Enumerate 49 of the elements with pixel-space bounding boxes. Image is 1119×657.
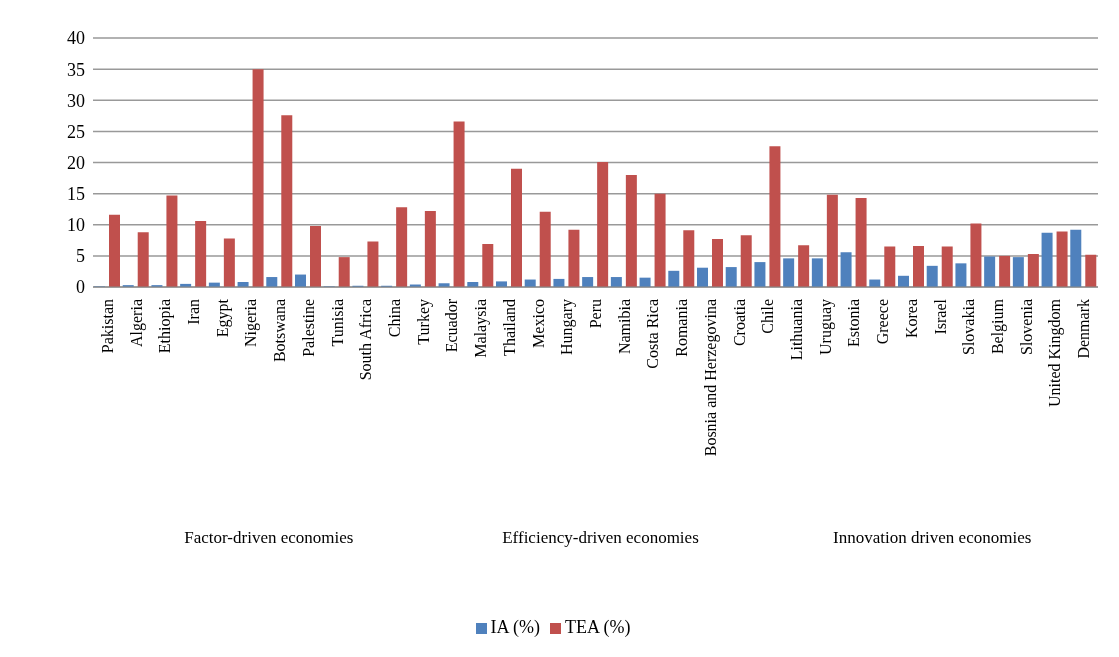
y-tick-label: 0 xyxy=(76,277,85,298)
x-tick-label: Slovenia xyxy=(1017,299,1035,355)
x-tick-label: Lithuania xyxy=(788,299,805,361)
y-tick-label: 35 xyxy=(67,59,85,80)
legend-label: IA (%) xyxy=(490,617,540,637)
x-tick-label: Tunisia xyxy=(328,299,346,347)
x-tick-label: Pakistan xyxy=(98,299,116,354)
x-tick-label: Belgium xyxy=(989,298,1007,355)
y-tick-label: 40 xyxy=(67,28,85,49)
y-tick-label: 5 xyxy=(76,246,85,267)
x-tick-label: China xyxy=(386,299,403,338)
x-tick-label: Greece xyxy=(874,299,892,345)
x-tick-label: Romania xyxy=(673,299,691,357)
y-tick-label: 25 xyxy=(67,121,85,142)
x-tick-label: Palestine xyxy=(299,299,317,357)
x-tick-label: Hungary xyxy=(558,299,577,355)
x-tick-label: Thailand xyxy=(500,299,518,356)
text: Factor-driven economies xyxy=(183,528,355,548)
y-tick-label: 20 xyxy=(67,152,85,173)
x-tick-label: Botswana xyxy=(271,299,289,363)
x-tick-label: Estonia xyxy=(845,299,863,347)
x-tick-label: Egypt xyxy=(213,298,232,338)
x-tick-label: Bosnia and Herzegovina xyxy=(701,299,720,457)
y-tick-label: 30 xyxy=(67,90,85,111)
x-tick-label: Slovakia xyxy=(960,299,978,355)
x-tick-label: Malaysia xyxy=(472,299,491,358)
x-tick-label: United Kingdom xyxy=(1046,298,1065,407)
x-tick-label: Mexico xyxy=(529,299,547,348)
text: Efficiency-driven economies xyxy=(501,528,700,548)
x-tick-label: Denmark xyxy=(1075,299,1093,359)
x-tick-label: Namibia xyxy=(615,299,633,355)
y-tick-label: 15 xyxy=(67,184,85,205)
x-tick-label: Israel xyxy=(931,298,949,335)
x-tick-label: Peru xyxy=(587,299,604,329)
x-tick-label: Ecuador xyxy=(443,298,461,353)
text: Innovation driven economies xyxy=(832,528,1033,548)
x-tick-label: Turkey xyxy=(414,299,433,345)
x-tick-label: Uruguay xyxy=(816,299,835,355)
x-tick-label: Ethiopia xyxy=(156,299,175,354)
x-tick-label: Croatia xyxy=(730,299,748,347)
legend-label: TEA (%) xyxy=(565,617,631,637)
x-tick-label: South Africa xyxy=(357,299,375,381)
x-tick-label: Chile xyxy=(759,299,777,334)
x-tick-label: Costa Rica xyxy=(644,299,662,369)
x-tick-label: Algeria xyxy=(127,299,146,347)
x-tick-label: Iran xyxy=(185,299,202,325)
x-tick-label: Korea xyxy=(902,299,920,339)
y-tick-label: 10 xyxy=(67,215,85,236)
x-tick-label: Nigeria xyxy=(242,299,261,347)
